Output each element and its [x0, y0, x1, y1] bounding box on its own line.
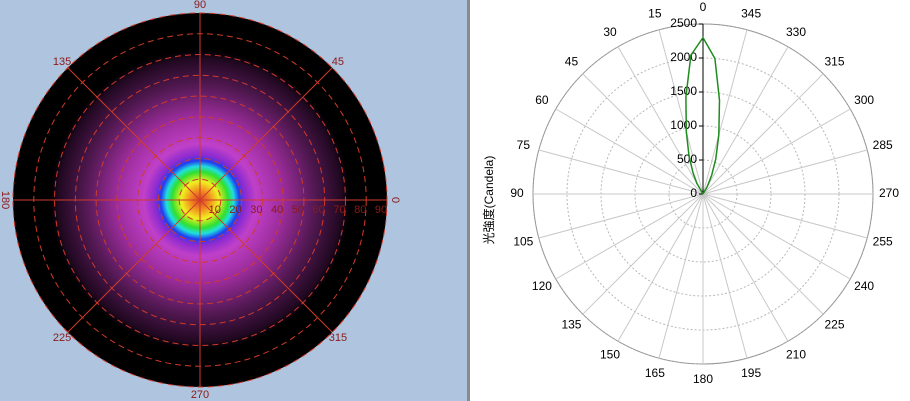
angle-label: 315	[329, 332, 347, 344]
spoke	[658, 29, 704, 195]
spoke	[702, 149, 868, 195]
angle-label: 75	[517, 138, 531, 152]
angle-label: 90	[194, 0, 206, 11]
r-tick-label: 90	[375, 204, 387, 216]
spoke	[555, 108, 704, 195]
spoke	[67, 67, 201, 201]
divider	[467, 0, 470, 401]
angle-label: 45	[332, 56, 344, 68]
r-tick-label: 70	[333, 204, 345, 216]
spoke	[617, 193, 704, 342]
left-chart: 10 20 30 40 50 60 70 80 90 90 135 45 180 0 225 315 270	[0, 0, 401, 401]
angle-label: 0	[700, 0, 707, 14]
spoke	[702, 46, 789, 195]
r-tick-label: 0	[690, 186, 697, 200]
spoke	[702, 73, 824, 195]
spoke	[702, 193, 789, 342]
series-line	[685, 36, 721, 195]
r-tick-label: 60	[313, 204, 325, 216]
spoke	[658, 193, 704, 359]
r-tick-label: 1000	[670, 118, 697, 132]
spoke	[67, 199, 201, 333]
angle-label: 195	[741, 366, 761, 380]
r-tick-label: 500	[677, 152, 697, 166]
angle-label: 210	[786, 347, 806, 361]
angle-label: 150	[600, 347, 620, 361]
r-tick-label: 20	[229, 204, 241, 216]
spoke	[702, 193, 868, 239]
r-tick-label: 80	[354, 204, 366, 216]
angle-label: 30	[603, 25, 617, 39]
angle-label: 345	[741, 7, 761, 21]
r-tick-label: 10	[209, 204, 221, 216]
angle-label: 285	[873, 138, 893, 152]
spoke	[702, 29, 748, 195]
r-tick-label: 30	[250, 204, 262, 216]
angle-label: 255	[873, 234, 893, 248]
angle-label: 45	[565, 55, 579, 69]
angle-label: 180	[0, 191, 11, 209]
spoke	[702, 193, 851, 280]
angle-label: 300	[854, 93, 874, 107]
angle-label: 240	[854, 279, 874, 293]
angle-label: 225	[53, 332, 71, 344]
angle-label: 165	[645, 366, 665, 380]
spoke	[702, 193, 748, 359]
angle-label: 90	[510, 186, 524, 200]
angle-label: 135	[53, 56, 71, 68]
angle-label: 15	[648, 7, 662, 21]
spoke	[582, 73, 704, 195]
spoke	[555, 193, 704, 280]
spoke	[582, 193, 704, 315]
y-axis-label: 光強度(Candela)	[481, 156, 496, 245]
angle-label: 225	[825, 318, 845, 332]
spoke	[199, 199, 333, 333]
angle-label: 330	[786, 25, 806, 39]
angle-label: 60	[535, 93, 549, 107]
spoke	[702, 108, 851, 195]
angle-label: 120	[532, 279, 552, 293]
spoke	[538, 193, 704, 239]
angle-label: 270	[191, 389, 209, 401]
spoke	[617, 46, 704, 195]
angle-label: 270	[879, 186, 899, 200]
spoke	[538, 149, 704, 195]
r-tick-label: 40	[271, 204, 283, 216]
angle-label: 105	[513, 234, 533, 248]
r-tick-label: 50	[292, 204, 304, 216]
angle-label: 180	[693, 372, 713, 386]
spoke	[702, 193, 824, 315]
right-chart: 0 15 30 45 60 75 90 105 120 135 150 165 180 195 210 225…	[510, 0, 899, 386]
angle-label: 315	[825, 55, 845, 69]
angle-label: 0	[389, 197, 401, 203]
angle-label: 135	[561, 318, 581, 332]
spoke	[199, 67, 333, 201]
r-tick-label: 1500	[670, 84, 697, 98]
r-tick-label: 2500	[670, 16, 697, 30]
